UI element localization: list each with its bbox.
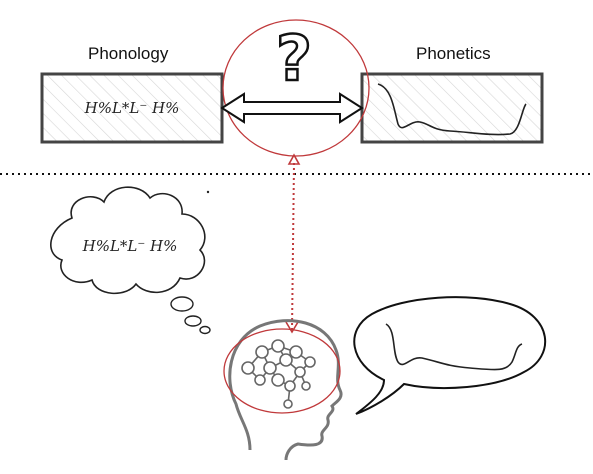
phonetics-label: Phonetics xyxy=(416,44,491,63)
double-arrow xyxy=(220,92,364,124)
speech-pitch-contour xyxy=(385,323,523,371)
question-mark: ? xyxy=(276,22,312,95)
question-circle xyxy=(222,19,370,157)
phonetics-pitch-contour xyxy=(377,83,527,136)
phonetics-box xyxy=(360,72,544,144)
red-dotted-arrow xyxy=(291,161,295,331)
brain-circle xyxy=(223,328,341,414)
phonology-box: H%L*L⁻ H% xyxy=(40,72,224,144)
phonology-label: Phonology xyxy=(88,44,169,63)
neural-network-icon xyxy=(241,339,316,409)
head-outline xyxy=(228,319,343,461)
speech-bubble xyxy=(353,296,547,415)
thought-cloud: H%L*L⁻ H% xyxy=(50,186,211,335)
phonology-tune-text: H%L*L⁻ H% xyxy=(84,99,180,117)
thought-tune-text: H%L*L⁻ H% xyxy=(82,237,178,255)
